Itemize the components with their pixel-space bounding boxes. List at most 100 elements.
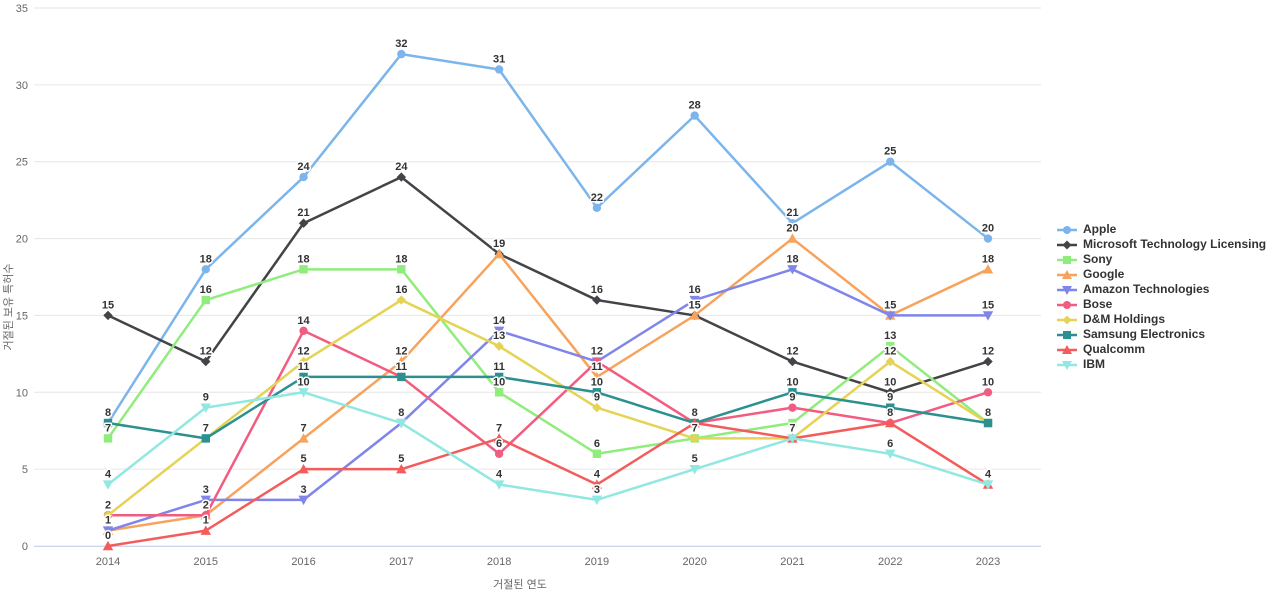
legend-item-samsung-electronics[interactable]: Samsung Electronics [1056, 327, 1266, 342]
data-point[interactable] [982, 480, 994, 490]
data-point[interactable] [689, 310, 700, 320]
data-point[interactable] [494, 65, 504, 74]
data-point[interactable] [983, 418, 993, 428]
data-point[interactable] [493, 433, 505, 443]
data-point[interactable] [1062, 344, 1072, 354]
data-point[interactable] [102, 526, 114, 536]
data-point[interactable] [787, 265, 798, 275]
data-point[interactable] [885, 356, 895, 367]
data-point[interactable] [982, 311, 994, 321]
data-point[interactable] [494, 449, 504, 458]
data-point[interactable] [397, 372, 406, 382]
data-point[interactable] [592, 449, 602, 458]
data-point[interactable] [103, 434, 113, 443]
legend-item-bose[interactable]: Bose [1056, 297, 1266, 312]
data-point[interactable] [886, 341, 895, 351]
data-point[interactable] [1062, 315, 1072, 324]
data-point[interactable] [396, 356, 407, 366]
data-point[interactable] [592, 388, 602, 397]
data-point[interactable] [396, 463, 407, 474]
data-point[interactable] [689, 464, 700, 475]
data-point[interactable] [592, 357, 602, 366]
data-point[interactable] [103, 510, 113, 520]
data-point[interactable] [201, 265, 210, 274]
data-point[interactable] [983, 234, 993, 243]
data-point[interactable] [200, 495, 211, 506]
data-point[interactable] [591, 479, 603, 489]
legend-item-qualcomm[interactable]: Qualcomm [1056, 342, 1266, 357]
legend-item-sony[interactable]: Sony [1056, 252, 1266, 267]
data-point[interactable] [1062, 240, 1072, 249]
data-point[interactable] [689, 433, 700, 444]
data-point[interactable] [886, 157, 895, 166]
data-point[interactable] [1062, 269, 1072, 279]
data-point[interactable] [200, 525, 211, 535]
data-point[interactable] [298, 433, 309, 443]
data-point[interactable] [690, 111, 699, 120]
data-point[interactable] [493, 326, 505, 337]
data-point[interactable] [787, 434, 798, 444]
data-point[interactable] [299, 326, 308, 336]
data-point[interactable] [1063, 255, 1071, 264]
data-point[interactable] [494, 341, 504, 351]
data-point[interactable] [102, 480, 114, 490]
data-point[interactable] [493, 480, 505, 490]
data-point[interactable] [592, 402, 602, 413]
data-point[interactable] [788, 418, 797, 428]
data-point[interactable] [298, 388, 309, 398]
data-point[interactable] [102, 540, 114, 551]
data-point[interactable] [493, 248, 505, 259]
legend-item-google[interactable]: Google [1056, 267, 1266, 282]
data-point[interactable] [103, 418, 113, 428]
data-point[interactable] [983, 388, 993, 397]
data-point[interactable] [1063, 330, 1071, 339]
legend-item-amazon-technologies[interactable]: Amazon Technologies [1056, 282, 1266, 297]
data-point[interactable] [787, 356, 798, 367]
data-point[interactable] [886, 403, 895, 412]
data-point[interactable] [494, 372, 504, 382]
data-point[interactable] [200, 403, 211, 413]
data-point[interactable] [396, 172, 407, 182]
legend-item-microsoft-technology-licensing[interactable]: Microsoft Technology Licensing [1056, 237, 1266, 252]
legend-item-ibm[interactable]: IBM [1056, 357, 1266, 372]
data-point[interactable] [298, 218, 309, 228]
data-point[interactable] [788, 388, 797, 397]
data-point[interactable] [1063, 225, 1071, 234]
data-point[interactable] [299, 265, 308, 274]
data-point[interactable] [397, 265, 406, 274]
data-point[interactable] [689, 295, 700, 306]
data-point[interactable] [788, 219, 797, 228]
data-point[interactable] [983, 356, 993, 367]
data-point[interactable] [201, 295, 210, 305]
data-point[interactable] [787, 233, 798, 243]
data-point[interactable] [396, 418, 407, 429]
data-point[interactable] [982, 264, 994, 274]
data-point[interactable] [396, 295, 407, 305]
data-point[interactable] [298, 356, 309, 367]
data-point[interactable] [591, 495, 603, 506]
data-point[interactable] [201, 434, 210, 443]
data-point[interactable] [689, 417, 700, 428]
data-point[interactable] [201, 356, 211, 367]
data-point[interactable] [885, 449, 896, 459]
data-point[interactable] [397, 49, 406, 59]
data-point[interactable] [103, 310, 113, 321]
data-point[interactable] [298, 463, 309, 474]
data-point[interactable] [299, 372, 308, 382]
data-point[interactable] [201, 511, 210, 520]
data-point[interactable] [1062, 285, 1072, 295]
data-point[interactable] [1062, 360, 1072, 370]
data-point[interactable] [592, 203, 602, 213]
data-point[interactable] [591, 371, 603, 382]
data-point[interactable] [299, 172, 308, 182]
data-point[interactable] [885, 311, 896, 321]
legend-item-apple[interactable]: Apple [1056, 222, 1266, 237]
data-point[interactable] [1063, 300, 1071, 309]
data-point[interactable] [494, 388, 504, 397]
legend-item-dm-holdings[interactable]: D&M Holdings [1056, 312, 1266, 327]
data-point[interactable] [788, 403, 797, 412]
data-point[interactable] [885, 417, 896, 428]
data-point[interactable] [885, 387, 895, 397]
data-point[interactable] [592, 295, 602, 305]
data-point[interactable] [298, 495, 309, 506]
